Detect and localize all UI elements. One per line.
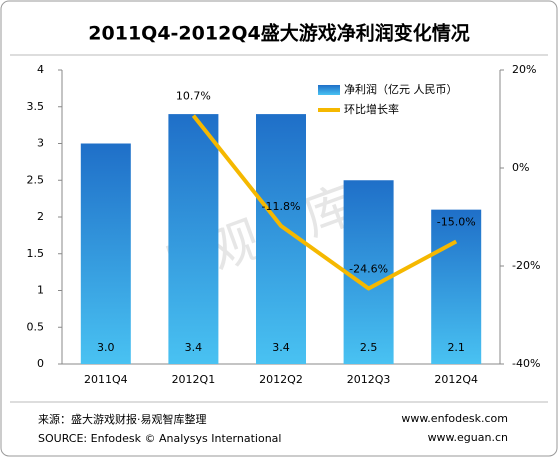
x-tick-label: 2012Q4: [434, 373, 478, 386]
bar-label: 2.5: [360, 341, 378, 354]
y-tick-label: 4: [37, 63, 44, 76]
line-label: 10.7%: [176, 90, 211, 103]
x-tick-label: 2011Q4: [84, 373, 128, 386]
site: www.eguan.cn: [428, 431, 508, 444]
legend-swatch: [318, 85, 340, 95]
y-tick-label: 0: [37, 357, 44, 370]
y2-tick-label: -20%: [512, 259, 540, 272]
x-tick-label: 2012Q1: [172, 373, 216, 386]
y-tick-label: 0.5: [27, 320, 45, 333]
y-tick-label: 2: [37, 210, 44, 223]
bar: [80, 143, 131, 364]
site: www.enfodesk.com: [401, 412, 508, 425]
legend-label: 净利润（亿元 人民币）: [344, 82, 458, 96]
line-label: -15.0%: [437, 216, 476, 229]
bar: [168, 114, 219, 364]
y-tick-label: 3: [37, 137, 44, 150]
bar-label: 2.1: [447, 341, 465, 354]
bar-label: 3.0: [97, 341, 115, 354]
line-label: -11.8%: [262, 200, 301, 213]
line-label: -24.6%: [349, 263, 388, 276]
y-tick-label: 1: [37, 284, 44, 297]
x-tick-label: 2012Q3: [347, 373, 391, 386]
legend-label: 环比增长率: [344, 102, 399, 116]
y-tick-label: 1.5: [27, 247, 45, 260]
bar: [343, 180, 394, 364]
y-tick-label: 2.5: [27, 173, 45, 186]
y-tick-label: 3.5: [27, 100, 45, 113]
line: [191, 114, 458, 291]
bar-label: 3.4: [272, 341, 290, 354]
y2-tick-label: 20%: [512, 63, 536, 76]
bar-label: 3.4: [185, 341, 203, 354]
y2-tick-label: 0%: [512, 161, 529, 174]
chart-title: 2011Q4-2012Q4盛大游戏净利润变化情况: [88, 22, 469, 45]
y2-tick-label: -40%: [512, 357, 540, 370]
bar: [431, 209, 482, 364]
source: 来源：盛大游戏财报·易观智库整理: [38, 412, 207, 426]
x-tick-label: 2012Q2: [259, 373, 303, 386]
source-en: SOURCE: Enfodesk © Analysys Internationa…: [38, 432, 281, 445]
